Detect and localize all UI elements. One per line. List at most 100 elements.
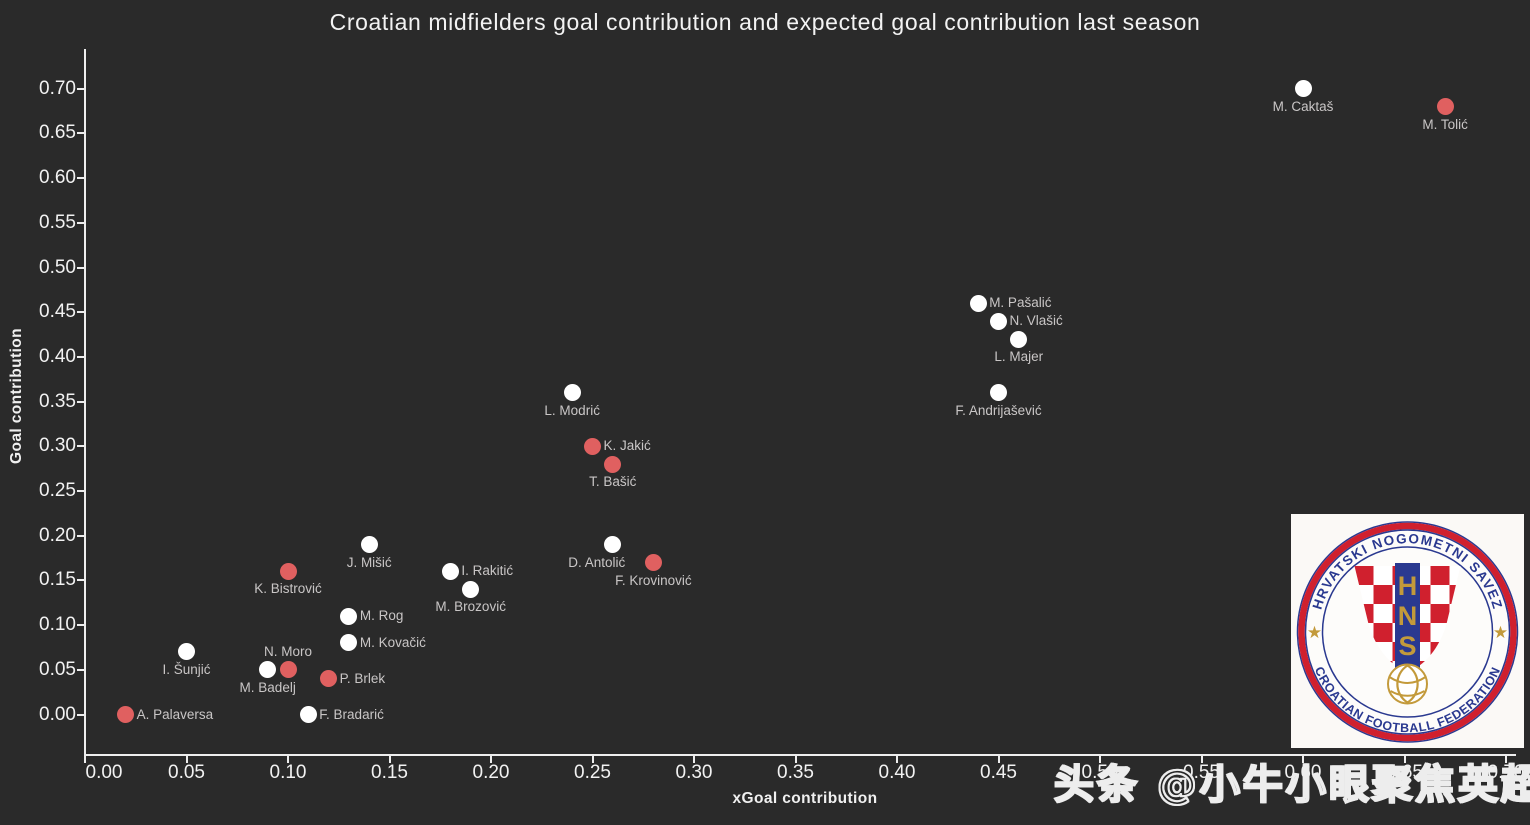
point-label: L. Majer	[994, 349, 1044, 365]
x-axis-spine	[84, 754, 1516, 756]
data-point	[178, 643, 195, 661]
point-label: A. Palaversa	[136, 706, 214, 722]
y-tick-mark	[77, 624, 84, 627]
y-tick-label: 0.60	[39, 167, 76, 189]
watermark: 头条 @小牛小眼聚焦英超	[1053, 761, 1530, 809]
data-point	[279, 661, 297, 679]
y-tick-mark	[77, 445, 84, 448]
data-point	[117, 706, 135, 723]
data-point	[1294, 80, 1312, 98]
y-tick-label: 0.35	[39, 390, 76, 412]
logo-monogram-s: S	[1398, 631, 1416, 661]
data-point	[584, 437, 601, 455]
x-tick-mark	[896, 756, 898, 763]
point-label: M. Kovačić	[359, 634, 426, 650]
y-tick-label: 0.65	[39, 122, 76, 144]
data-point	[279, 562, 297, 580]
x-tick-label: 0.00	[85, 762, 123, 783]
data-point	[990, 312, 1007, 330]
data-point	[1010, 330, 1028, 348]
data-point	[462, 580, 480, 598]
y-tick-mark	[77, 713, 84, 716]
point-label: M. Brozović	[435, 599, 506, 615]
y-tick-label: 0.05	[39, 658, 76, 680]
data-point	[441, 562, 459, 580]
data-point	[340, 634, 358, 652]
x-tick-mark	[1403, 756, 1406, 763]
data-point	[604, 455, 622, 473]
data-point	[299, 706, 317, 723]
y-tick-mark	[77, 87, 84, 90]
x-tick-label: 0.25	[574, 762, 611, 783]
x-tick-label: 0.60	[1284, 762, 1322, 783]
y-axis-spine	[84, 49, 86, 756]
point-label: L. Modrić	[544, 402, 600, 418]
data-point	[990, 384, 1007, 402]
data-point	[259, 661, 277, 679]
point-label: F. Krovinović	[615, 572, 692, 588]
croatian-football-federation-logo: HRVATSKI NOGOMETNI SAVEZ CROATIAN FOOTBA…	[1291, 514, 1524, 748]
data-point	[1436, 98, 1454, 116]
data-point	[340, 607, 358, 625]
y-tick-label: 0.30	[39, 435, 76, 457]
point-label: M. Rog	[359, 608, 404, 624]
logo-star-right-icon: ★	[1493, 623, 1508, 642]
point-label: M. Badelj	[239, 679, 296, 695]
point-label: K. Bistrović	[254, 581, 322, 597]
x-tick-mark	[997, 756, 1000, 763]
x-tick-label: 0.05	[168, 762, 205, 783]
x-tick-label: 0.10	[269, 762, 307, 783]
y-tick-mark	[77, 221, 84, 224]
x-tick-label: 0.30	[675, 762, 713, 783]
logo-monogram-n: N	[1398, 601, 1418, 631]
y-tick-label: 0.70	[39, 77, 76, 99]
hns-crest-icon: HRVATSKI NOGOMETNI SAVEZ CROATIAN FOOTBA…	[1291, 514, 1524, 748]
x-tick-label: 0.35	[777, 762, 814, 783]
x-tick-mark	[591, 756, 594, 763]
x-tick-label: 0.65	[1386, 762, 1423, 783]
y-tick-label: 0.25	[39, 480, 76, 501]
x-tick-mark	[1302, 756, 1304, 763]
y-tick-label: 0.55	[39, 211, 76, 233]
point-label: M. Caktaš	[1272, 98, 1334, 114]
y-tick-mark	[77, 311, 84, 314]
x-tick-mark	[185, 756, 188, 763]
point-label: K. Jakić	[603, 438, 651, 454]
x-tick-label: 0.55	[1183, 762, 1220, 783]
x-tick-label: 0.45	[980, 762, 1017, 783]
point-label: T. Bašić	[589, 474, 637, 490]
data-point	[360, 536, 378, 554]
logo-monogram-h: H	[1398, 571, 1418, 601]
x-tick-label: 0.15	[371, 762, 408, 783]
x-tick-mark	[1200, 756, 1203, 763]
x-tick-label: 0.20	[472, 762, 510, 783]
y-tick-label: 0.15	[39, 569, 76, 591]
point-label: P. Brlek	[339, 670, 386, 686]
y-tick-mark	[77, 668, 84, 671]
x-tick-mark	[388, 756, 391, 763]
data-point	[969, 294, 987, 312]
y-tick-mark	[77, 355, 84, 358]
x-tick-mark	[693, 756, 695, 763]
x-tick-label: 0.40	[878, 762, 916, 783]
x-tick-mark	[1099, 756, 1101, 763]
y-tick-mark	[77, 132, 84, 135]
y-tick-label: 0.20	[39, 524, 76, 546]
point-label: D. Antolić	[568, 554, 626, 570]
y-tick-mark	[77, 534, 84, 537]
logo-football-icon	[1387, 663, 1428, 705]
x-tick-mark	[1505, 756, 1507, 763]
point-label: N. Moro	[263, 643, 313, 659]
data-point	[563, 384, 581, 402]
x-tick-mark	[84, 756, 86, 763]
point-label: I. Rakitić	[461, 563, 514, 579]
x-tick-mark	[794, 756, 797, 763]
x-tick-label: 0.70	[1487, 762, 1525, 783]
y-tick-mark	[77, 400, 84, 403]
y-tick-mark	[77, 266, 84, 269]
point-label: I. Šunjić	[162, 661, 211, 677]
y-tick-label: 0.00	[39, 703, 76, 725]
y-tick-label: 0.45	[39, 301, 76, 323]
data-point	[604, 536, 622, 554]
